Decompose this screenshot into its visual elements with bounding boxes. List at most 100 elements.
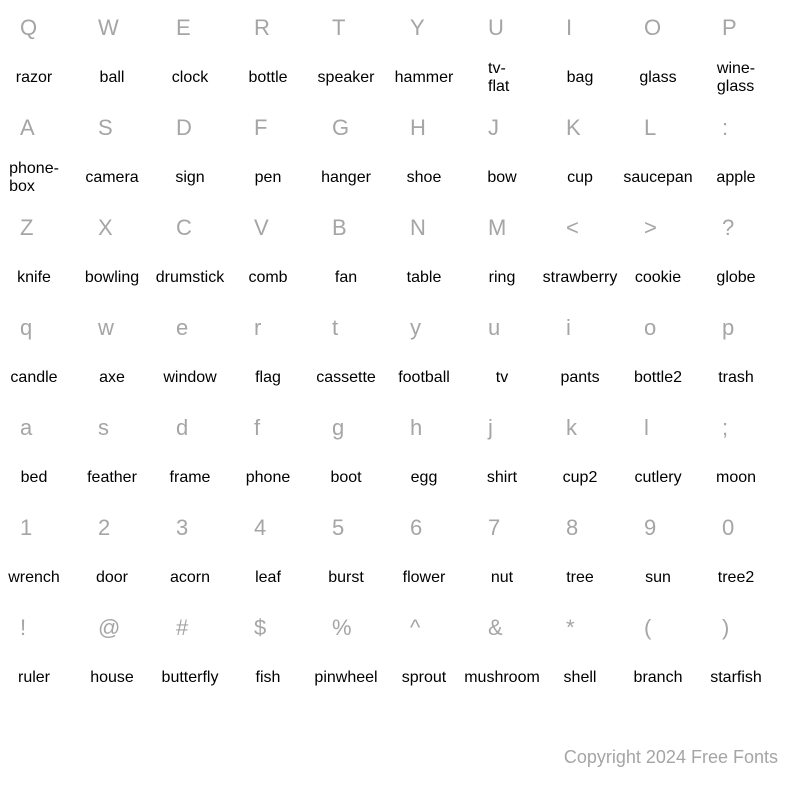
char-label: X — [98, 215, 113, 241]
char-label: E — [176, 15, 191, 41]
glyph-cell: burst — [322, 554, 400, 602]
char-label: @ — [98, 615, 121, 641]
char-label: V — [254, 215, 269, 241]
hanger-icon: hanger — [332, 164, 360, 192]
glass-icon: glass — [644, 64, 672, 92]
char-label: : — [722, 115, 729, 141]
char-cell: g — [322, 404, 400, 452]
char-label: ? — [722, 215, 735, 241]
sign-icon: sign — [176, 164, 204, 192]
comb-icon: comb — [254, 264, 282, 292]
saucepan-icon: saucepan — [644, 164, 672, 192]
glyph-cell: flower — [400, 554, 478, 602]
glyph-cell: clock — [166, 54, 244, 102]
candle-icon: candle — [20, 364, 48, 392]
char-label: 9 — [644, 515, 657, 541]
frame-icon: frame — [176, 464, 204, 492]
char-label: B — [332, 215, 347, 241]
glyph-cell: bottle2 — [634, 354, 712, 402]
glyph-cell: speaker — [322, 54, 400, 102]
char-cell: y — [400, 304, 478, 352]
ball-icon: ball — [98, 64, 126, 92]
strawberry-icon: strawberry — [566, 264, 594, 292]
glyph-cell: ball — [88, 54, 166, 102]
acorn-icon: acorn — [176, 564, 204, 592]
char-label: d — [176, 415, 189, 441]
char-cell: I — [556, 4, 634, 52]
cassette-icon: cassette — [332, 364, 360, 392]
apple-icon: apple — [722, 164, 750, 192]
char-label: U — [488, 15, 504, 41]
char-label: Q — [20, 15, 38, 41]
glyph-cell: trash — [712, 354, 790, 402]
leaf-icon: leaf — [254, 564, 282, 592]
glyph-cell: shell — [556, 654, 634, 702]
pen-icon: pen — [254, 164, 282, 192]
char-label: # — [176, 615, 189, 641]
char-label: 8 — [566, 515, 579, 541]
glyph-cell: apple — [712, 154, 790, 202]
glyph-cell: boot — [322, 454, 400, 502]
house-icon: house — [98, 664, 126, 692]
glyph-cell: frame — [166, 454, 244, 502]
wrench-icon: wrench — [20, 564, 48, 592]
bottle-icon: bottle — [254, 64, 282, 92]
char-cell: j — [478, 404, 556, 452]
char-cell: P — [712, 4, 790, 52]
char-cell: ( — [634, 604, 712, 652]
char-label: F — [254, 115, 268, 141]
flower-icon: flower — [410, 564, 438, 592]
pinwheel-icon: pinwheel — [332, 664, 360, 692]
glyph-cell: pinwheel — [322, 654, 400, 702]
char-cell: X — [88, 204, 166, 252]
char-label: Y — [410, 15, 425, 41]
bottle2-icon: bottle2 — [644, 364, 672, 392]
char-label: * — [566, 615, 575, 641]
char-label: t — [332, 315, 339, 341]
char-label: a — [20, 415, 33, 441]
char-cell: T — [322, 4, 400, 52]
char-cell: e — [166, 304, 244, 352]
glyph-cell: shirt — [478, 454, 556, 502]
moon-icon: moon — [722, 464, 750, 492]
glyph-cell: hammer — [400, 54, 478, 102]
char-cell: ^ — [400, 604, 478, 652]
char-cell: ? — [712, 204, 790, 252]
char-cell: O — [634, 4, 712, 52]
char-cell: Z — [10, 204, 88, 252]
glyph-cell: football — [400, 354, 478, 402]
wine-glass-icon: wine-glass — [722, 64, 750, 92]
fish-icon: fish — [254, 664, 282, 692]
glyph-cell: fish — [244, 654, 322, 702]
char-cell: M — [478, 204, 556, 252]
char-cell: B — [322, 204, 400, 252]
sun-icon: sun — [644, 564, 672, 592]
char-label: 1 — [20, 515, 33, 541]
bag-icon: bag — [566, 64, 594, 92]
razor-icon: razor — [20, 64, 48, 92]
char-cell: h — [400, 404, 478, 452]
char-label: f — [254, 415, 261, 441]
glyph-cell: strawberry — [556, 254, 634, 302]
glyph-cell: tv — [478, 354, 556, 402]
char-cell: p — [712, 304, 790, 352]
char-cell: o — [634, 304, 712, 352]
char-label: C — [176, 215, 192, 241]
egg-icon: egg — [410, 464, 438, 492]
glyph-cell: wine-glass — [712, 54, 790, 102]
char-cell: * — [556, 604, 634, 652]
shirt-icon: shirt — [488, 464, 516, 492]
phone-box-icon: phone-box — [20, 164, 48, 192]
glyph-cell: drumstick — [166, 254, 244, 302]
char-cell: 7 — [478, 504, 556, 552]
char-cell: J — [478, 104, 556, 152]
char-cell: Y — [400, 4, 478, 52]
char-cell: R — [244, 4, 322, 52]
char-cell: @ — [88, 604, 166, 652]
char-label: q — [20, 315, 33, 341]
char-label: e — [176, 315, 189, 341]
glyph-cell: feather — [88, 454, 166, 502]
glyph-cell: cookie — [634, 254, 712, 302]
char-cell: l — [634, 404, 712, 452]
glyph-cell: nut — [478, 554, 556, 602]
